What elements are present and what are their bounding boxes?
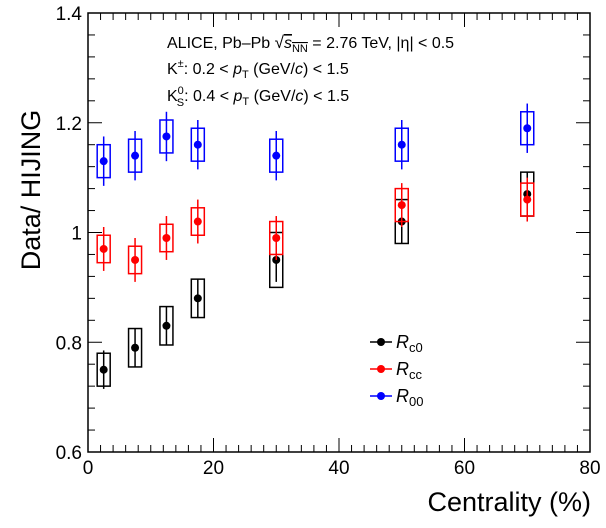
annotation-line-1: ALICE, Pb–Pb √sNN = 2.76 TeV, |η| < 0.5 [167,33,454,55]
data-point [131,343,140,352]
y-tick-label: 0.6 [56,443,82,464]
x-tick-label: 20 [203,458,224,479]
plot-frame [87,12,591,453]
data-point [397,201,406,210]
legend-marker-rcc [377,365,385,373]
data-point [99,365,108,374]
annotation-line-3: K0 S: 0.4 < pT (GeV/c) < 1.5 [167,85,349,109]
series-rcc [96,177,535,282]
data-point [131,151,140,160]
data-point [162,132,171,141]
series-rc0 [96,171,535,389]
legend-marker-rc0 [377,338,385,346]
x-axis-title: Centrality (%) [427,487,591,517]
legend: Rc0 Rcc R00 [370,332,423,409]
data-point [272,151,281,160]
data-point [162,233,171,242]
ticks-layer: 0 20 40 60 80 0.6 0.8 1 1.2 1.4 [56,4,601,479]
y-tick-label: 1.4 [56,4,83,25]
x-tick-label: 60 [454,458,475,479]
data-point [99,157,108,166]
data-point [397,140,406,149]
data-point [193,294,202,303]
legend-label-r00: R00 [396,386,423,409]
text-layer: Data/ HIJING Centrality (%) ALICE, Pb–Pb… [16,33,591,517]
data-layer [96,103,535,389]
data-point [193,140,202,149]
series-r00 [96,103,535,186]
data-point [272,233,281,242]
y-tick-label: 1 [71,224,82,245]
x-tick-label: 0 [83,458,94,479]
y-tick-label: 1.2 [56,114,82,135]
data-point [523,195,532,204]
data-point [99,244,108,253]
x-tick-label: 80 [579,458,600,479]
data-point [162,321,171,330]
data-point [193,217,202,226]
y-tick-label: 0.8 [56,333,82,354]
legend-label-rcc: Rcc [396,359,423,382]
x-tick-label: 40 [328,458,349,479]
annotation-line-2: K±: 0.2 < pT (GeV/c) < 1.5 [167,58,349,81]
data-point [523,124,532,133]
legend-marker-r00 [377,392,385,400]
legend-label-rc0: Rc0 [396,332,423,355]
plot-frame-layer [87,12,591,453]
y-axis-title: Data/ HIJING [16,110,46,271]
data-point [131,255,140,264]
